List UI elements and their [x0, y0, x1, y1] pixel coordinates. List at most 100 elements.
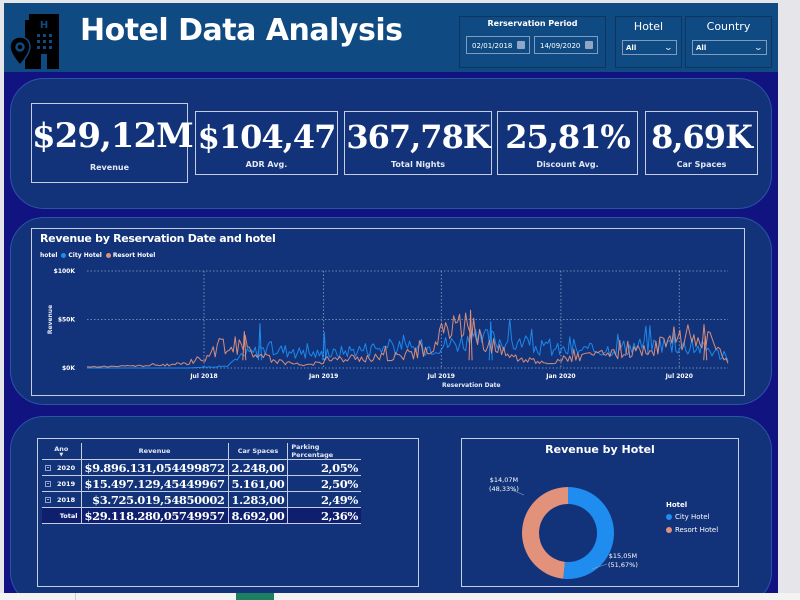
reservation-period-title: Rerservation Period: [487, 19, 578, 28]
total-label: Total: [42, 507, 82, 524]
y-tick-label: $100K: [54, 268, 76, 275]
kpi-card-car-spaces[interactable]: 8,69K Car Spaces: [645, 111, 758, 175]
parking-percentage-cell: 2,05%: [287, 459, 361, 476]
kpi-value: $29,12M: [32, 116, 194, 156]
expand-icon[interactable]: [45, 464, 51, 471]
x-tick-label: Jan 2019: [308, 373, 338, 380]
country-slicer: Country All ⌄: [685, 16, 772, 68]
data-label-leader: [511, 489, 525, 496]
donut-slice-resort-hotel: [522, 487, 568, 579]
legend-item-resort-hotel[interactable]: Resort Hotel: [666, 526, 718, 534]
chart-title: Revenue by Reservation Date and hotel: [40, 232, 276, 245]
chart-legend: Hotel City Hotel Resort Hotel: [666, 501, 718, 539]
car-spaces-cell: 2.248,00: [228, 459, 289, 476]
car-spaces-cell: 1.283,00: [228, 491, 289, 508]
column-header-parking-percentage[interactable]: Parking Percentage: [287, 443, 361, 460]
hotel-dropdown[interactable]: All ⌄: [622, 40, 677, 55]
country-dropdown[interactable]: All ⌄: [692, 40, 767, 55]
revenue-by-year-table: Ano ▼ Revenue Car Spaces Parking Percent…: [37, 438, 419, 587]
page-title: Hotel Data Analysis: [80, 13, 403, 48]
kpi-label: Discount Avg.: [536, 160, 599, 169]
header-bar: H Hotel Data Analysis Rerservation Perio…: [4, 3, 778, 72]
kpi-card-total-nights[interactable]: 367,78K Total Nights: [344, 111, 492, 175]
svg-text:H: H: [40, 20, 48, 31]
legend-dot-icon: [61, 253, 67, 258]
column-header-revenue[interactable]: Revenue: [81, 443, 229, 460]
car-spaces-cell: 5.161,00: [228, 475, 289, 492]
y-tick-label: $50K: [58, 317, 76, 324]
kpi-value: 8,69K: [651, 118, 753, 156]
expand-icon[interactable]: [45, 480, 51, 487]
column-header-label: Ano: [54, 444, 69, 453]
kpi-value: 367,78K: [346, 118, 490, 156]
data-label-resort-hotel: $14,07M (48,33%): [489, 476, 519, 494]
year-cell[interactable]: 2019: [42, 475, 82, 492]
series-line-city-hotel: [87, 318, 729, 369]
hotel-filter-title: Hotel: [633, 20, 664, 33]
taskbar-strip: [0, 593, 800, 600]
country-dropdown-value: All: [696, 44, 707, 52]
data-label-city-hotel: $15,05M (51,67%): [608, 552, 638, 570]
hotel-dropdown-value: All: [626, 44, 637, 52]
kpi-label: ADR Avg.: [245, 160, 288, 169]
kpi-card-revenue[interactable]: $29,12M Revenue: [31, 103, 194, 183]
legend-item-city-hotel[interactable]: City Hotel: [666, 513, 718, 521]
reservation-period-slicer: Rerservation Period 02/01/2018 14/09/202…: [459, 16, 606, 68]
legend-item-city-hotel[interactable]: City Hotel: [61, 252, 102, 259]
start-date-input[interactable]: 02/01/2018: [466, 36, 530, 54]
data-label-percent: (48,33%): [489, 485, 519, 493]
data-label-percent: (51,67%): [608, 561, 638, 569]
year-label: 2019: [57, 479, 76, 488]
end-date-input[interactable]: 14/09/2020: [534, 36, 598, 54]
donut-slice-city-hotel: [563, 487, 614, 579]
chart-legend: hotel City Hotel Resort Hotel: [40, 252, 155, 259]
legend-label: City Hotel: [68, 252, 102, 259]
total-car-spaces-cell: 8.692,00: [228, 507, 289, 524]
year-cell[interactable]: 2020: [42, 459, 82, 476]
table-total-row: Total $29.118.280,05749957 8.692,00 2,36…: [42, 507, 361, 524]
table-header-row: Ano ▼ Revenue Car Spaces Parking Percent…: [42, 443, 361, 460]
total-revenue-cell: $29.118.280,05749957: [81, 507, 229, 524]
y-axis-title: Revenue: [47, 305, 54, 334]
revenue-cell: $3.725.019,54850002: [81, 491, 229, 508]
parking-percentage-cell: 2,50%: [287, 475, 361, 492]
legend-dot-icon: [666, 527, 672, 533]
table-row: 2018 $3.725.019,54850002 1.283,00 2,49%: [42, 491, 361, 508]
legend-item-resort-hotel[interactable]: Resort Hotel: [105, 252, 156, 259]
country-filter-title: Country: [706, 20, 751, 33]
legend-title: hotel: [40, 252, 58, 259]
kpi-label: Total Nights: [390, 160, 446, 169]
series-spike: [488, 321, 493, 361]
start-date-value: 02/01/2018: [472, 42, 513, 50]
kpi-card-adr[interactable]: $104,47 ADR Avg.: [195, 111, 338, 175]
total-parking-percentage-cell: 2,36%: [287, 507, 361, 524]
revenue-cell: $9.896.131,054499872: [81, 459, 229, 476]
revenue-cell: $15.497.129,45449967: [81, 475, 229, 492]
active-tab-indicator[interactable]: [236, 593, 274, 600]
expand-icon[interactable]: [45, 496, 51, 503]
column-header-ano[interactable]: Ano ▼: [42, 443, 82, 460]
calendar-icon[interactable]: [585, 41, 593, 49]
series-spike: [322, 332, 327, 361]
matrix-table: Ano ▼ Revenue Car Spaces Parking Percent…: [42, 443, 361, 524]
year-label: 2018: [57, 495, 76, 504]
year-cell[interactable]: 2018: [42, 491, 82, 508]
revenue-by-hotel-donut[interactable]: Revenue by Hotel $14,07M (48,33%) $15,05…: [461, 438, 739, 587]
calendar-icon[interactable]: [517, 41, 525, 49]
column-header-car-spaces[interactable]: Car Spaces: [228, 443, 289, 460]
data-label-leader: [591, 563, 608, 570]
kpi-value: 25,81%: [505, 118, 631, 156]
revenue-line-chart[interactable]: $0K $50K $100K Jul 2018 Jan 2019 Jul 2019 Jan …: [31, 228, 745, 396]
legend-title: Hotel: [666, 501, 688, 509]
legend-label: Resort Hotel: [675, 526, 719, 534]
sort-descending-icon[interactable]: ▼: [59, 451, 64, 458]
table-row: 2020 $9.896.131,054499872 2.248,00 2,05%: [42, 459, 361, 476]
chevron-down-icon: ⌄: [663, 43, 674, 52]
legend-label: Resort Hotel: [112, 252, 156, 259]
kpi-card-discount[interactable]: 25,81% Discount Avg.: [497, 111, 638, 175]
divider: [75, 593, 76, 600]
chevron-down-icon: ⌄: [753, 43, 764, 52]
kpi-value: $104,47: [197, 118, 337, 156]
hotel-location-icon: H: [10, 14, 59, 69]
legend-label: City Hotel: [675, 513, 710, 521]
